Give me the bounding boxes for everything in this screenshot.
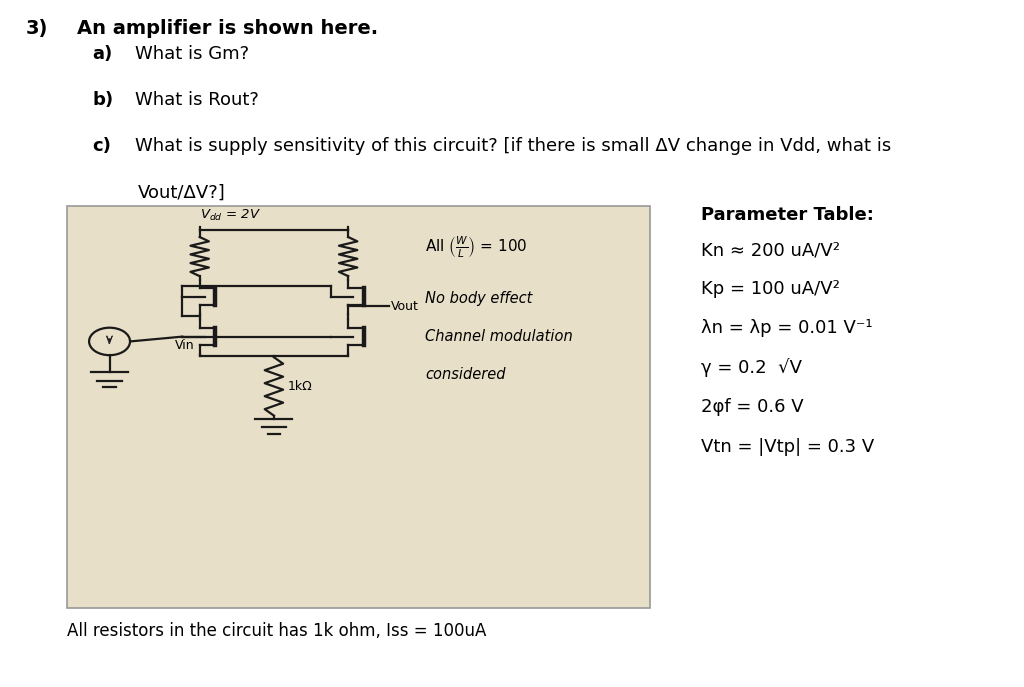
- Text: 2φf = 0.6 V: 2φf = 0.6 V: [701, 398, 804, 416]
- Text: λn = λp = 0.01 V⁻¹: λn = λp = 0.01 V⁻¹: [701, 319, 873, 337]
- Text: Vin: Vin: [175, 339, 195, 352]
- Text: An amplifier is shown here.: An amplifier is shown here.: [77, 19, 378, 38]
- Text: 3): 3): [26, 19, 48, 38]
- Text: 1kΩ: 1kΩ: [287, 380, 312, 393]
- Text: Channel modulation: Channel modulation: [425, 329, 572, 344]
- Text: a): a): [92, 45, 113, 63]
- Text: c): c): [92, 137, 111, 155]
- Text: What is Gm?: What is Gm?: [135, 45, 249, 63]
- Text: considered: considered: [425, 367, 506, 382]
- Text: Vout/ΔV?]: Vout/ΔV?]: [138, 183, 226, 201]
- Text: Parameter Table:: Parameter Table:: [701, 206, 874, 224]
- Text: No body effect: No body effect: [425, 291, 532, 306]
- Text: $V_{dd}$ = 2V: $V_{dd}$ = 2V: [200, 207, 261, 223]
- Text: Kn ≈ 200 uA/V²: Kn ≈ 200 uA/V²: [701, 242, 841, 260]
- Text: All $\left(\frac{W}{L}\right)$ = 100: All $\left(\frac{W}{L}\right)$ = 100: [425, 234, 527, 260]
- Text: γ = 0.2  √V: γ = 0.2 √V: [701, 359, 803, 377]
- FancyBboxPatch shape: [67, 206, 650, 608]
- Text: V: V: [106, 337, 113, 346]
- Text: Kp = 100 uA/V²: Kp = 100 uA/V²: [701, 280, 841, 298]
- Text: Vout: Vout: [391, 300, 419, 313]
- Text: b): b): [92, 91, 114, 109]
- Text: All resistors in the circuit has 1k ohm, Iss = 100uA: All resistors in the circuit has 1k ohm,…: [67, 622, 486, 640]
- Text: What is Rout?: What is Rout?: [135, 91, 259, 109]
- Text: Vtn = |Vtp| = 0.3 V: Vtn = |Vtp| = 0.3 V: [701, 438, 874, 455]
- Text: What is supply sensitivity of this circuit? [if there is small ΔV change in Vdd,: What is supply sensitivity of this circu…: [135, 137, 892, 155]
